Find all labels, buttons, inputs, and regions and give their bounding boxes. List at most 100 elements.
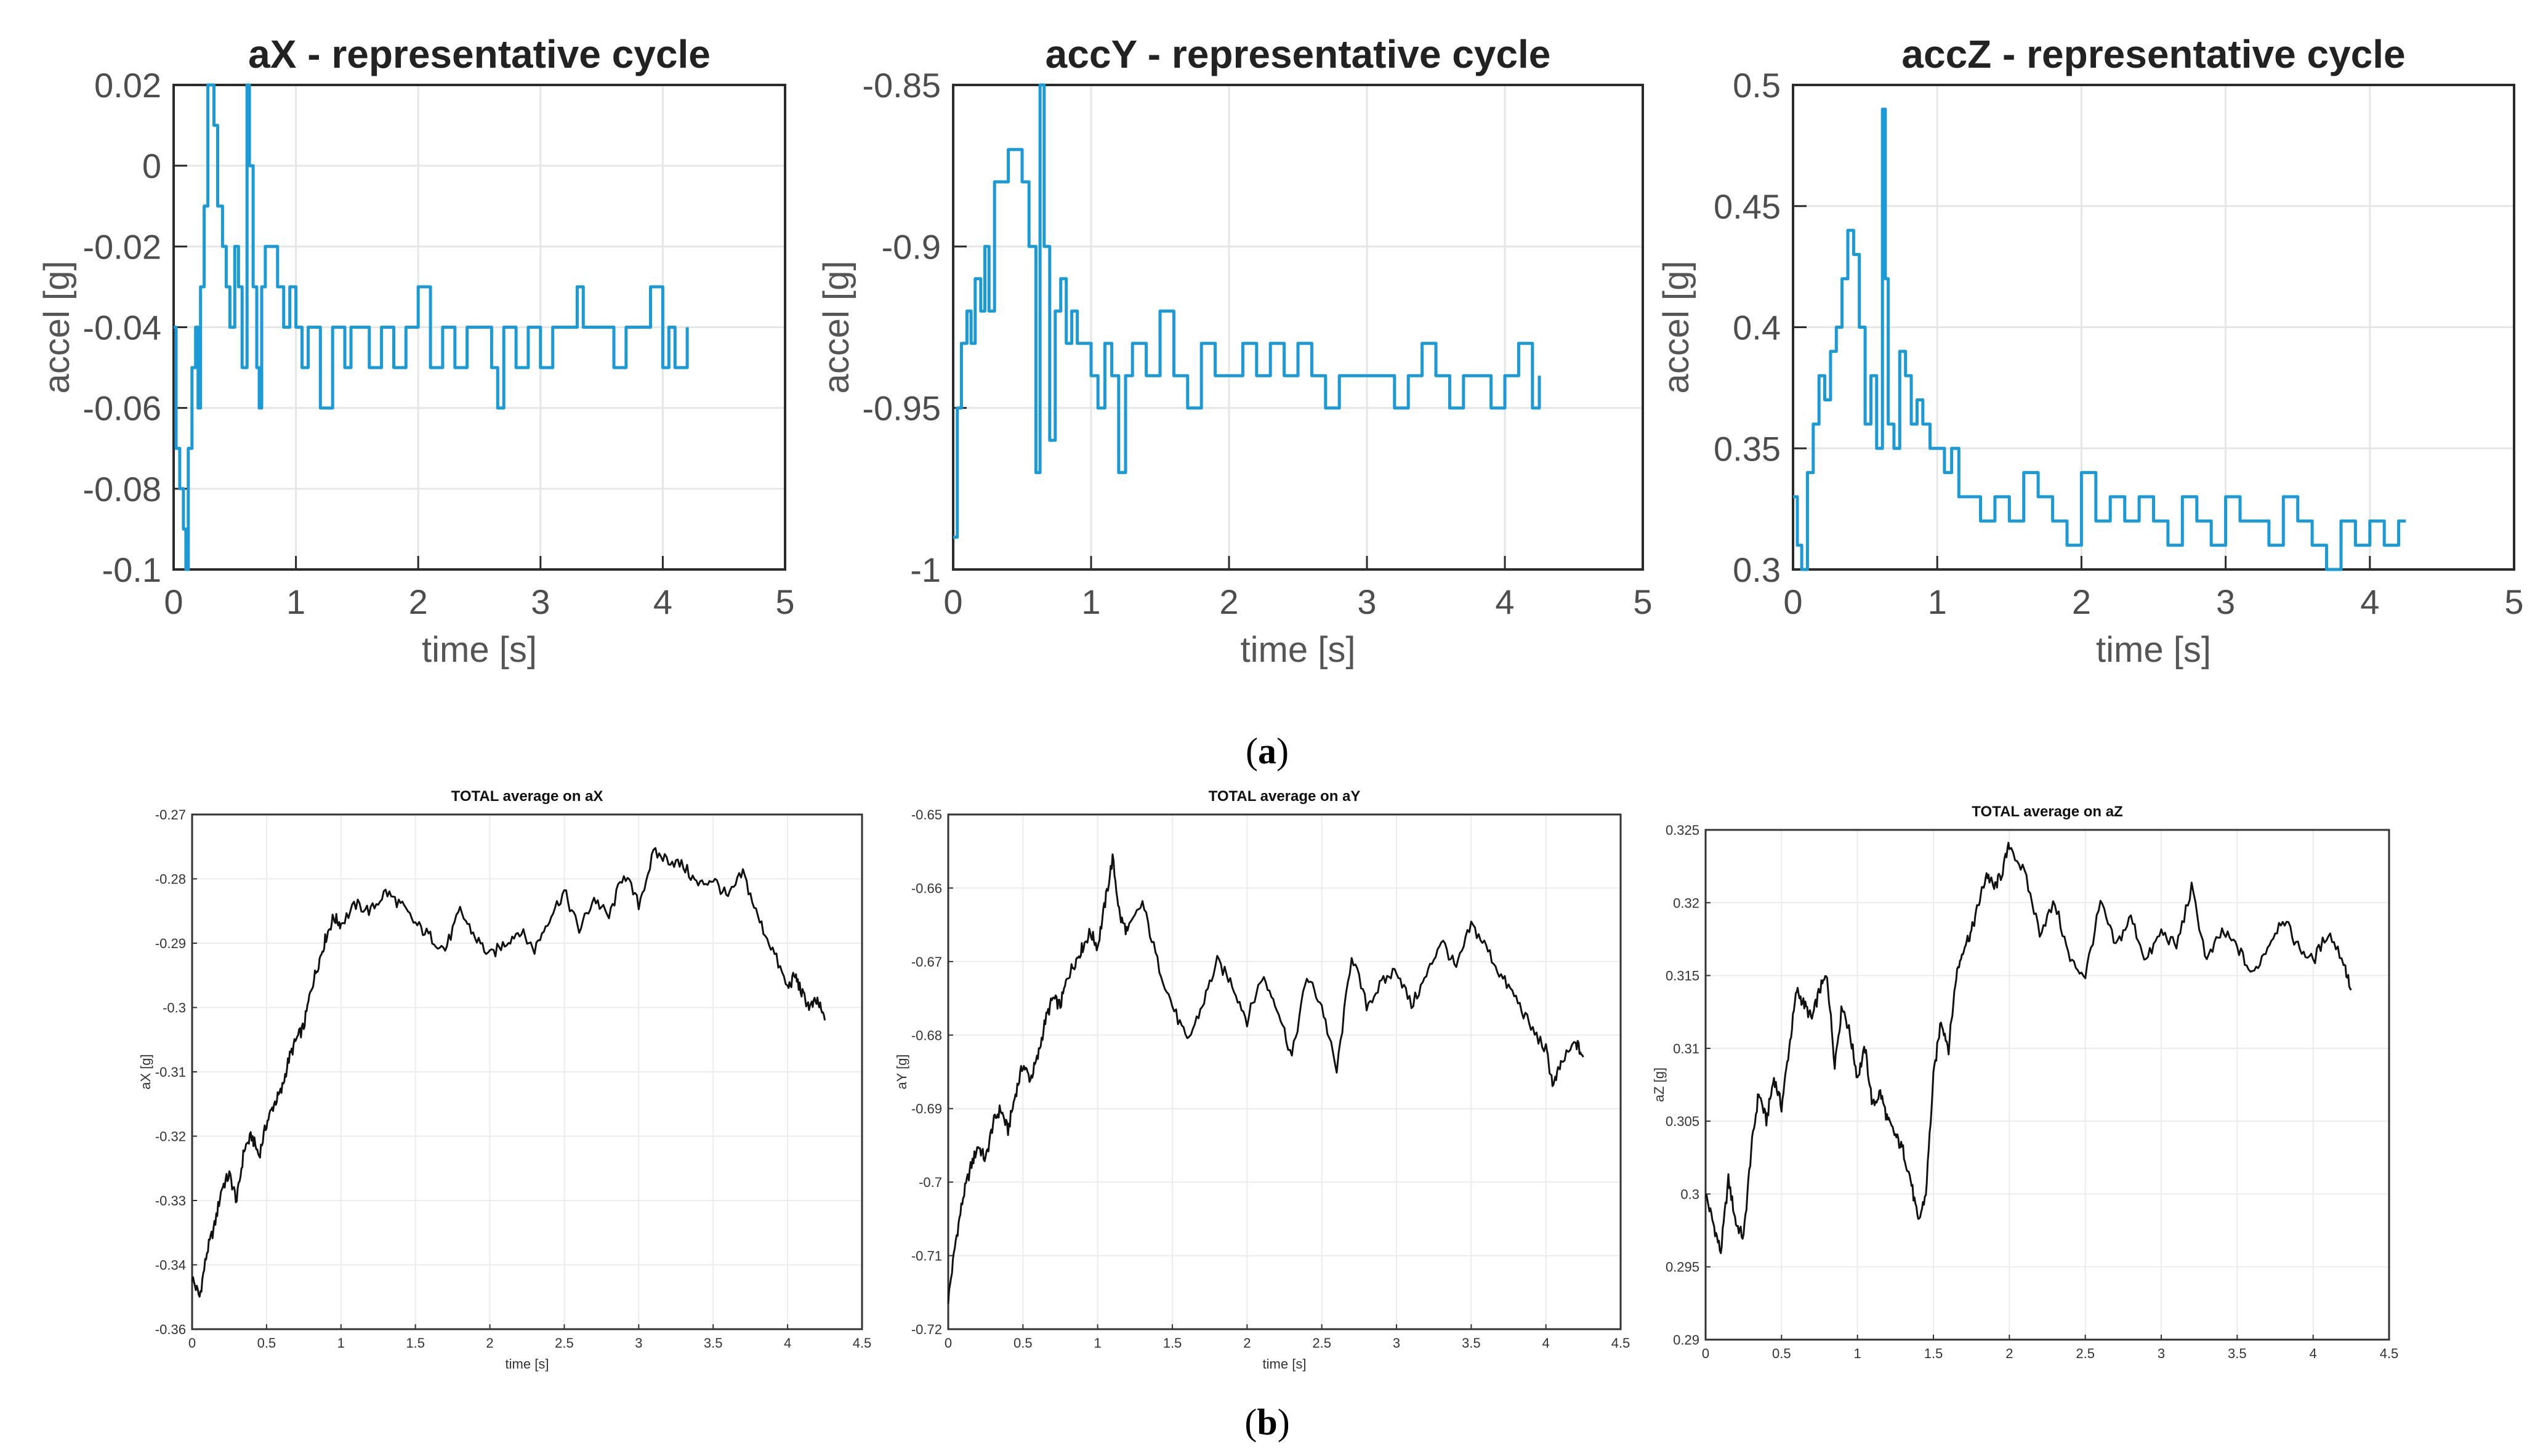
x-axis-label: time [s] bbox=[1241, 630, 1356, 670]
series-line-accY bbox=[953, 83, 1541, 539]
x-axis-label: time [s] bbox=[422, 630, 537, 670]
x-tick-label: 2 bbox=[409, 582, 428, 621]
x-tick-label: 0 bbox=[1702, 1346, 1709, 1361]
y-tick-label: 0.32 bbox=[1673, 895, 1699, 911]
y-tick-label: 0.35 bbox=[1714, 429, 1781, 468]
x-tick-label: 0.5 bbox=[257, 1335, 276, 1351]
y-tick-label: -0.27 bbox=[155, 807, 186, 823]
y-tick-label: -0.04 bbox=[83, 308, 161, 347]
chart-2: 0 1 2 3 4 5 -1 -0.95 -0.9 -0.85 accY - representat… bbox=[816, 32, 1653, 670]
y-tick-label: -0.65 bbox=[911, 807, 942, 823]
chart-title: TOTAL average on aZ bbox=[1972, 803, 2122, 820]
y-tick-label: -0.7 bbox=[919, 1175, 942, 1190]
y-axis-label: accel [g] bbox=[816, 261, 856, 394]
x-axis-label: time [s] bbox=[1263, 1356, 1307, 1372]
x-tick-label: 2 bbox=[486, 1335, 493, 1351]
chart-title: TOTAL average on aY bbox=[1209, 788, 1361, 805]
x-tick-label: 4 bbox=[1542, 1335, 1550, 1351]
y-tick-label: 0.3 bbox=[1733, 550, 1781, 589]
x-tick-label: 1 bbox=[337, 1335, 345, 1351]
chart-title: accZ - representative cycle bbox=[1901, 32, 2405, 76]
x-tick-label: 1 bbox=[1928, 582, 1947, 621]
y-tick-label: 0.02 bbox=[94, 66, 161, 105]
x-tick-label: 4 bbox=[1495, 582, 1514, 621]
x-tick-label: 0 bbox=[188, 1335, 196, 1351]
y-tick-label: -0.32 bbox=[155, 1129, 186, 1144]
y-tick-label: -0.69 bbox=[911, 1101, 942, 1117]
x-tick-label: 1 bbox=[1094, 1335, 1102, 1351]
chart-title: TOTAL average on aX bbox=[451, 788, 603, 805]
y-tick-label: -0.31 bbox=[155, 1064, 186, 1080]
y-tick-label: 0.295 bbox=[1666, 1260, 1699, 1275]
y-axis-label: aZ [g] bbox=[1651, 1068, 1667, 1102]
x-tick-label: 0 bbox=[943, 582, 962, 621]
x-tick-label: 5 bbox=[2504, 582, 2523, 621]
x-tick-label: 2 bbox=[2072, 582, 2091, 621]
x-tick-label: 5 bbox=[1633, 582, 1652, 621]
x-tick-label: 3.5 bbox=[704, 1335, 723, 1351]
y-tick-label: -0.33 bbox=[155, 1193, 186, 1209]
y-tick-label: -0.3 bbox=[163, 1000, 186, 1016]
caption-b: (b) bbox=[1244, 1402, 1289, 1442]
x-tick-label: 4 bbox=[784, 1335, 791, 1351]
x-tick-label: 0.5 bbox=[1772, 1346, 1791, 1361]
x-tick-label: 4.5 bbox=[2380, 1346, 2399, 1361]
x-tick-label: 2.5 bbox=[2076, 1346, 2095, 1361]
x-tick-label: 3.5 bbox=[1462, 1335, 1481, 1351]
series-line-aX bbox=[174, 83, 689, 571]
x-tick-label: 3 bbox=[1357, 582, 1376, 621]
x-tick-label: 0.5 bbox=[1014, 1335, 1033, 1351]
y-tick-label: 0.5 bbox=[1733, 66, 1781, 105]
y-axis-label: accel [g] bbox=[37, 261, 77, 394]
y-tick-label: -0.34 bbox=[155, 1258, 186, 1273]
chart-title: aX - representative cycle bbox=[248, 32, 711, 76]
x-tick-label: 4 bbox=[2310, 1346, 2317, 1361]
y-tick-label: -0.29 bbox=[155, 936, 186, 951]
y-tick-label: -0.71 bbox=[911, 1249, 942, 1264]
y-tick-label: -0.95 bbox=[862, 389, 941, 428]
y-tick-label: -0.36 bbox=[155, 1322, 186, 1337]
x-tick-label: 1 bbox=[1081, 582, 1100, 621]
y-tick-label: 0.45 bbox=[1714, 187, 1781, 226]
chart-4: 0 0.5 1 1.5 2 2.5 3 3.5 4 4.5 -0.36 -0.34 -0.33 -0.32… bbox=[138, 788, 871, 1372]
y-axis-label: accel [g] bbox=[1656, 261, 1696, 394]
caption-a: (a) bbox=[1246, 731, 1289, 771]
y-tick-label: 0.31 bbox=[1673, 1041, 1699, 1056]
y-tick-label: -0.28 bbox=[155, 872, 186, 887]
chart-title: accY - representative cycle bbox=[1046, 32, 1551, 76]
chart-6: 0 0.5 1 1.5 2 2.5 3 3.5 4 4.5 0.29 0.295 0.3 0.305 0.3… bbox=[1651, 803, 2398, 1361]
x-tick-label: 0 bbox=[1783, 582, 1802, 621]
x-tick-label: 2.5 bbox=[1312, 1335, 1331, 1351]
y-tick-label: -0.66 bbox=[911, 880, 942, 896]
y-tick-label: -0.9 bbox=[882, 227, 941, 266]
y-tick-label: -0.06 bbox=[83, 389, 161, 428]
x-tick-label: 2 bbox=[2005, 1346, 2013, 1361]
x-tick-label: 5 bbox=[775, 582, 794, 621]
y-axis-label: aX [g] bbox=[138, 1054, 153, 1089]
y-tick-label: -0.1 bbox=[102, 550, 162, 589]
grid-lines bbox=[948, 814, 1621, 1330]
chart-5: 0 0.5 1 1.5 2 2.5 3 3.5 4 4.5 -0.72 -0.71 -0.7 -0.69 -… bbox=[894, 788, 1630, 1372]
plot-frame bbox=[952, 84, 1644, 571]
x-tick-label: 2 bbox=[1243, 1335, 1251, 1351]
x-tick-label: 4.5 bbox=[1611, 1335, 1630, 1351]
x-tick-label: 3 bbox=[1393, 1335, 1400, 1351]
y-tick-label: 0.4 bbox=[1733, 308, 1781, 347]
series-line-aY-average bbox=[947, 853, 1584, 1304]
plot-frame bbox=[1704, 829, 2390, 1341]
x-tick-label: 4 bbox=[2360, 582, 2379, 621]
x-tick-label: 3 bbox=[2158, 1346, 2165, 1361]
y-tick-label: 0.315 bbox=[1666, 968, 1699, 984]
y-tick-label: -0.72 bbox=[911, 1322, 942, 1337]
y-tick-label: -0.02 bbox=[83, 227, 161, 266]
grid-lines bbox=[191, 814, 863, 1330]
y-tick-label: 0.325 bbox=[1666, 823, 1699, 838]
x-axis-label: time [s] bbox=[506, 1356, 549, 1372]
x-tick-label: 3 bbox=[635, 1335, 642, 1351]
y-tick-label: 0 bbox=[142, 147, 161, 185]
y-tick-label: -0.67 bbox=[911, 954, 942, 970]
x-tick-label: 2 bbox=[1219, 582, 1238, 621]
y-tick-label: -0.85 bbox=[862, 66, 941, 105]
x-tick-label: 4.5 bbox=[853, 1335, 872, 1351]
grid-lines bbox=[1705, 829, 2390, 1340]
